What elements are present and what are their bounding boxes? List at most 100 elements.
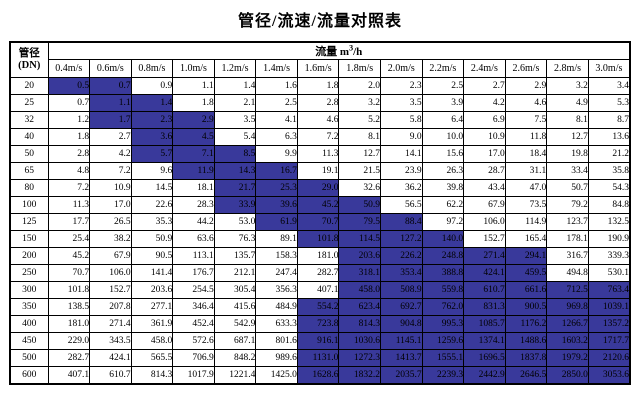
value-cell: 2.7 [89,128,132,146]
value-cell: 106.0 [463,213,506,231]
value-cell-highlighted: 11.9 [172,162,215,180]
value-cell: 407.1 [47,366,91,385]
value-cell: 339.3 [587,247,631,265]
value-cell: 135.7 [213,247,257,265]
value-cell: 3.9 [421,94,465,112]
dn-cell: 150 [9,230,49,248]
flow-rate-table: 管径 (DN) 流量 m3/h 0.4m/s 0.6m/s 0.8m/s 1.0m/s… [9,41,631,385]
value-cell: 6.9 [463,111,506,129]
table-row: 20 0.5 0.7 0.9 1.1 1.4 1.6 1.8 2.0 2.3 2.5 2.7 2.9 3.… [9,77,631,95]
value-cell-highlighted: 271.4 [463,247,506,265]
value-cell-highlighted: 712.5 [546,281,589,299]
value-cell: 4.8 [47,162,91,180]
value-cell-highlighted: 1.4 [130,94,174,112]
value-cell: 76.3 [213,230,257,248]
velocity-header: 0.6m/s [89,59,132,78]
value-cell: 54.3 [587,179,631,197]
table-row: 350 138.5 207.8 277.1 346.4 415.6 484.9 554.2 62… [9,298,631,316]
dn-cell: 600 [9,366,49,385]
value-cell: 35.8 [587,162,631,180]
value-cell-highlighted: 2646.5 [504,366,548,385]
value-cell-highlighted: 88.4 [380,213,423,231]
value-cell: 7.2 [47,179,91,197]
value-cell-highlighted: 1832.2 [338,366,381,385]
table-row: 50 2.8 4.2 5.7 7.1 8.5 9.9 11.3 12.7 14.1 15.6 17.0… [9,145,631,163]
value-cell: 73.5 [504,196,548,214]
value-cell: 67.9 [463,196,506,214]
value-cell: 316.7 [546,247,589,265]
value-cell: 44.2 [172,213,215,231]
value-cell: 2.0 [338,77,381,95]
value-cell: 247.4 [255,264,298,282]
value-cell-highlighted: 458.0 [338,281,381,299]
value-cell: 62.2 [421,196,465,214]
velocity-header: 1.0m/s [172,59,215,78]
value-cell: 6.3 [255,128,298,146]
value-cell-highlighted: 5.7 [130,145,174,163]
value-cell: 11.3 [296,145,340,163]
value-cell: 141.4 [130,264,174,282]
value-cell-highlighted: 70.7 [296,213,340,231]
value-cell: 484.9 [255,298,298,316]
value-cell: 53.0 [213,213,257,231]
value-cell: 2.3 [380,77,423,95]
value-cell-highlighted: 762.0 [421,298,465,316]
dn-cell: 80 [9,179,49,197]
value-cell-highlighted: 1488.6 [504,332,548,350]
dn-cell: 40 [9,128,49,146]
value-cell-highlighted: 21.7 [213,179,257,197]
value-cell: 43.4 [463,179,506,197]
value-cell: 21.5 [338,162,381,180]
dn-cell: 300 [9,281,49,299]
value-cell: 67.9 [89,247,132,265]
value-cell-highlighted: 1555.1 [421,349,465,367]
value-cell: 1.8 [172,94,215,112]
value-cell: 17.0 [463,145,506,163]
value-cell: 138.5 [47,298,91,316]
value-cell: 47.0 [504,179,548,197]
value-cell: 123.7 [546,213,589,231]
value-cell-highlighted: 203.6 [338,247,381,265]
value-cell-highlighted: 0.5 [47,77,91,95]
dn-cell: 50 [9,145,49,163]
value-cell: 63.6 [172,230,215,248]
table-row: 40 1.8 2.7 3.6 4.5 5.4 6.3 7.2 8.1 9.0 10.0 10.9 11.… [9,128,631,146]
value-cell-highlighted: 814.3 [338,315,381,333]
value-cell: 346.4 [172,298,215,316]
dn-cell: 400 [9,315,49,333]
value-cell: 39.8 [421,179,465,197]
value-cell-highlighted: 763.4 [587,281,631,299]
value-cell: 12.7 [546,128,589,146]
value-cell-highlighted: 39.6 [255,196,298,214]
value-cell-highlighted: 1039.1 [587,298,631,316]
value-cell: 32.6 [338,179,381,197]
value-cell: 305.4 [213,281,257,299]
value-cell: 1.4 [213,77,257,95]
flow-header-prefix: 流量 m [315,46,350,58]
value-cell: 25.4 [47,230,91,248]
value-cell: 1017.9 [172,366,215,385]
value-cell: 5.2 [338,111,381,129]
value-cell: 6.4 [421,111,465,129]
value-cell-highlighted: 226.2 [380,247,423,265]
value-cell: 1.1 [172,77,215,95]
value-cell-highlighted: 661.6 [504,281,548,299]
value-cell-highlighted: 318.1 [338,264,381,282]
value-cell-highlighted: 61.9 [255,213,298,231]
value-cell: 190.9 [587,230,631,248]
value-cell: 271.4 [89,315,132,333]
value-cell-highlighted: 1837.8 [504,349,548,367]
value-cell: 4.6 [296,111,340,129]
value-cell: 989.6 [255,349,298,367]
value-cell: 4.2 [463,94,506,112]
table-row: 400 181.0 271.4 361.9 452.4 542.9 633.3 723.8 81… [9,315,631,333]
value-cell: 14.1 [380,145,423,163]
velocity-header: 0.4m/s [47,59,91,78]
value-cell-highlighted: 623.4 [338,298,381,316]
value-cell-highlighted: 2850.0 [546,366,589,385]
value-cell: 101.8 [47,281,91,299]
value-cell: 801.6 [255,332,298,350]
value-cell-highlighted: 114.5 [338,230,381,248]
value-cell-highlighted: 1085.7 [463,315,506,333]
table-header: 管径 (DN) 流量 m3/h 0.4m/s 0.6m/s 0.8m/s 1.0m/s… [9,41,631,78]
